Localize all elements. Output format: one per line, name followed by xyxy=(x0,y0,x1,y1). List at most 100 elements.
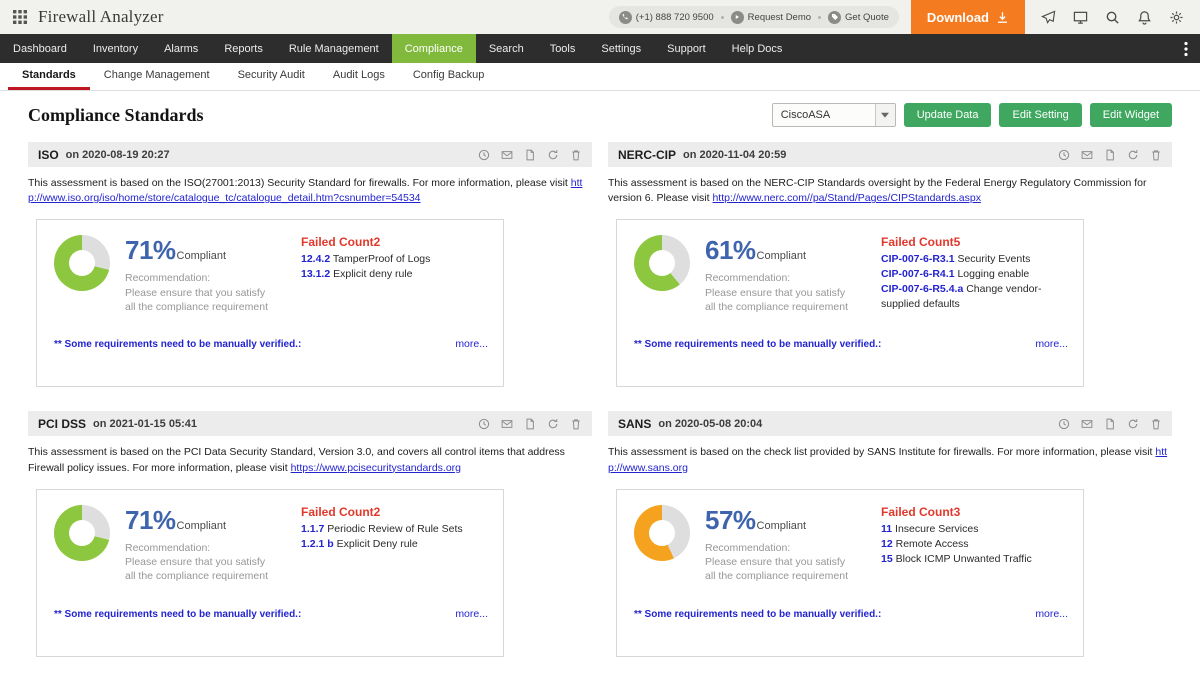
card-description: This assessment is based on the ISO(2700… xyxy=(28,176,592,206)
standard-link[interactable]: http://www.iso.org/iso/home/store/catalo… xyxy=(28,177,583,205)
nav-item-compliance[interactable]: Compliance xyxy=(391,34,476,63)
delete-trash-icon[interactable] xyxy=(1150,149,1162,161)
failed-item: 12 Remote Access xyxy=(881,537,1068,552)
failed-item-code-link[interactable]: CIP-007-6-R4.1 xyxy=(881,268,955,281)
download-button[interactable]: Download xyxy=(910,0,1025,34)
refresh-icon[interactable] xyxy=(1127,418,1139,430)
nav-item-reports[interactable]: Reports xyxy=(224,42,263,55)
nav-item-tools[interactable]: Tools xyxy=(549,42,576,55)
tab-config-backup[interactable]: Config Backup xyxy=(412,69,485,81)
nav-item-help-docs[interactable]: Help Docs xyxy=(731,42,783,55)
assessment-panel: 71% Compliant Recommendation: Please ens… xyxy=(36,219,504,388)
more-link[interactable]: more... xyxy=(1035,607,1068,620)
failed-item: 1.1.7 Periodic Review of Rule Sets xyxy=(301,522,488,537)
export-file-icon[interactable] xyxy=(524,149,536,161)
failed-count: Failed Count3 xyxy=(881,505,1068,519)
delete-trash-icon[interactable] xyxy=(1150,418,1162,430)
nav-item-settings[interactable]: Settings xyxy=(601,42,642,55)
failed-item-code-link[interactable]: 1.2.1 b xyxy=(301,537,334,550)
email-icon[interactable] xyxy=(1081,149,1093,161)
get-quote-link[interactable]: Get Quote xyxy=(828,10,889,24)
assessment-date: on 2020-05-08 20:04 xyxy=(658,417,763,430)
nav-item-rule-management[interactable]: Rule Management xyxy=(288,42,379,55)
compliance-card-pci-dss: PCI DSS on 2021-01-15 05:41 This assessm… xyxy=(28,411,592,657)
notifications-bell-icon[interactable] xyxy=(1137,10,1152,25)
standard-link[interactable]: http://www.sans.org xyxy=(608,446,1168,474)
compliance-percent: 71% xyxy=(125,235,176,266)
recommendation-text: Please ensure that you satisfy all the c… xyxy=(705,286,848,313)
panel-top: 61% Compliant Recommendation: Please ens… xyxy=(634,235,1068,314)
delete-trash-icon[interactable] xyxy=(570,418,582,430)
apps-grid-icon[interactable] xyxy=(12,9,28,25)
chevron-down-icon xyxy=(874,104,895,126)
failed-item: 1.2.1 b Explicit Deny rule xyxy=(301,537,488,552)
device-select[interactable]: CiscoASA xyxy=(771,103,896,127)
panel-footer: ** Some requirements need to be manually… xyxy=(634,608,1068,620)
failed-item-code-link[interactable]: 12.4.2 xyxy=(301,253,331,266)
email-icon[interactable] xyxy=(501,418,513,430)
schedule-clock-icon[interactable] xyxy=(1058,149,1070,161)
failed-item-code-link[interactable]: CIP-007-6-R3.1 xyxy=(881,253,955,266)
percent-row: 71% Compliant xyxy=(125,235,297,266)
search-icon[interactable] xyxy=(1105,10,1120,25)
nav-item-dashboard[interactable]: Dashboard xyxy=(13,42,67,55)
update-data-button[interactable]: Update Data xyxy=(903,103,992,127)
compliant-label: Compliant xyxy=(756,250,807,263)
nav-item-alarms[interactable]: Alarms xyxy=(164,42,199,55)
failed-item-code-link[interactable]: CIP-007-6-R5.4.a xyxy=(881,283,964,296)
settings-gear-icon[interactable] xyxy=(1169,10,1184,25)
delete-trash-icon[interactable] xyxy=(570,149,582,161)
schedule-clock-icon[interactable] xyxy=(478,149,490,161)
failed-section: Failed Count2 1.1.7 Periodic Review of R… xyxy=(297,505,488,584)
email-icon[interactable] xyxy=(501,149,513,161)
failed-item-code-link[interactable]: 15 xyxy=(881,552,893,565)
refresh-icon[interactable] xyxy=(547,418,559,430)
failed-item-code-link[interactable]: 11 xyxy=(881,522,893,535)
export-file-icon[interactable] xyxy=(1104,149,1116,161)
get-quote-label: Get Quote xyxy=(845,11,889,23)
standard-link[interactable]: http://www.nerc.com//pa/Stand/Pages/CIPS… xyxy=(712,192,981,205)
dot-separator xyxy=(720,15,724,19)
refresh-icon[interactable] xyxy=(1127,149,1139,161)
refresh-icon[interactable] xyxy=(547,149,559,161)
tab-audit-logs[interactable]: Audit Logs xyxy=(332,69,385,81)
phone-contact[interactable]: (+1) 888 720 9500 xyxy=(618,10,714,24)
failed-item-code-link[interactable]: 1.1.7 xyxy=(301,522,325,535)
tab-standards[interactable]: Standards xyxy=(8,63,90,90)
kebab-menu-icon[interactable] xyxy=(1172,34,1200,63)
edit-widget-button[interactable]: Edit Widget xyxy=(1089,103,1172,127)
failed-item-code-link[interactable]: 12 xyxy=(881,537,893,550)
email-icon[interactable] xyxy=(1081,418,1093,430)
standard-name: ISO xyxy=(38,147,59,162)
announcement-plane-icon[interactable] xyxy=(1041,10,1056,25)
card-actions xyxy=(1058,418,1162,430)
more-link[interactable]: more... xyxy=(455,607,488,620)
edit-setting-button[interactable]: Edit Setting xyxy=(999,103,1082,127)
failed-item-code-link[interactable]: 13.1.2 xyxy=(301,268,331,281)
compliance-donut-chart xyxy=(634,235,690,292)
export-file-icon[interactable] xyxy=(1104,418,1116,430)
failed-item-text: Logging enable xyxy=(954,268,1030,281)
nav-item-inventory[interactable]: Inventory xyxy=(92,42,139,55)
request-demo-label: Request Demo xyxy=(747,11,812,23)
compliant-label: Compliant xyxy=(756,519,807,532)
more-link[interactable]: more... xyxy=(455,338,488,351)
more-link[interactable]: more... xyxy=(1035,338,1068,351)
tab-change-management[interactable]: Change Management xyxy=(103,69,210,81)
assessment-panel: 57% Compliant Recommendation: Please ens… xyxy=(616,488,1084,657)
export-file-icon[interactable] xyxy=(524,418,536,430)
failed-count-value: 3 xyxy=(953,504,961,519)
schedule-clock-icon[interactable] xyxy=(478,418,490,430)
monitor-icon[interactable] xyxy=(1073,10,1088,25)
request-demo-link[interactable]: Request Demo xyxy=(730,10,812,24)
compliance-card-nerc-cip: NERC-CIP on 2020-11-04 20:59 This assess… xyxy=(608,142,1172,388)
schedule-clock-icon[interactable] xyxy=(1058,418,1070,430)
nav-item-search[interactable]: Search xyxy=(488,42,524,55)
failed-items-list: 12.4.2 TamperProof of Logs 13.1.2 Explici… xyxy=(301,252,488,282)
failed-items-list: 11 Insecure Services 12 Remote Access 15 B… xyxy=(881,522,1068,567)
nav-item-support[interactable]: Support xyxy=(667,42,706,55)
download-label: Download xyxy=(926,9,989,25)
panel-top: 57% Compliant Recommendation: Please ens… xyxy=(634,504,1068,584)
standard-link[interactable]: https://www.pcisecuritystandards.org xyxy=(290,461,461,474)
tab-security-audit[interactable]: Security Audit xyxy=(237,69,305,81)
